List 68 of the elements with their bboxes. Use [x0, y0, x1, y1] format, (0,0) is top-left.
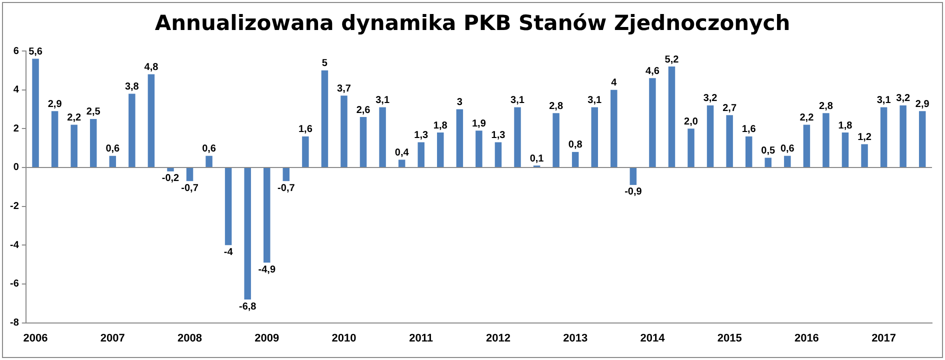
data-label: 3,1: [510, 95, 525, 106]
data-label: 0,8: [568, 140, 583, 151]
data-label: 3,1: [876, 95, 892, 106]
x-tick-label: 2014: [640, 332, 666, 344]
data-label: 1,2: [858, 132, 872, 143]
x-tick-label: 2017: [872, 332, 896, 344]
data-label: 0,6: [106, 144, 120, 155]
data-label: -4: [224, 246, 234, 258]
data-label: 5,2: [664, 54, 680, 66]
x-tick-label: 2012: [486, 332, 510, 344]
data-label: 2,2: [800, 112, 814, 124]
data-label: -0,9: [624, 186, 642, 198]
y-tick-label: 4: [13, 84, 20, 96]
x-tick-label: 2008: [178, 332, 202, 344]
x-tick-label: 2015: [717, 332, 742, 344]
data-label: 5,6: [28, 46, 43, 58]
data-label: 2,5: [86, 106, 101, 118]
data-label: 3: [456, 96, 463, 108]
y-tick-label: -8: [10, 318, 20, 329]
data-label: 2,8: [819, 100, 834, 112]
data-label: 0,5: [761, 146, 776, 157]
data-label: 2,9: [915, 98, 930, 110]
x-tick-label: 2006: [23, 332, 48, 344]
data-label: 3,1: [588, 95, 602, 106]
data-label: -6,8: [238, 301, 257, 312]
data-label: 2,6: [356, 104, 371, 116]
data-label: 0,1: [530, 153, 544, 164]
data-label: -0,2: [162, 173, 180, 184]
data-label: 1,8: [433, 120, 448, 132]
x-tick-label: 2010: [332, 332, 356, 344]
data-label: -4,9: [258, 264, 276, 276]
x-tick-label: 2011: [409, 332, 434, 344]
y-tick-label: -4: [10, 240, 20, 251]
data-label: 4: [611, 78, 618, 89]
data-label: 0,4: [394, 147, 410, 158]
data-label: 3,8: [124, 81, 140, 92]
data-label: 4,6: [646, 66, 660, 77]
data-label: 0,6: [780, 144, 795, 155]
data-label: 2,9: [48, 98, 62, 110]
data-label: 1,3: [414, 130, 428, 141]
x-tick-label: 2007: [100, 332, 125, 344]
data-label: -0,7: [181, 182, 199, 194]
data-label: 1,6: [742, 124, 756, 136]
data-label: 1,9: [472, 118, 486, 130]
data-label: 3,2: [703, 93, 718, 104]
y-tick-label: 2: [13, 123, 20, 134]
data-label: 2,0: [684, 116, 698, 128]
data-label: 1,6: [298, 124, 313, 136]
data-label: 3,1: [376, 95, 390, 106]
data-label: 2,2: [67, 112, 82, 124]
x-tick-label: 2009: [254, 332, 280, 344]
x-tick-label: 2013: [563, 332, 588, 344]
data-label: 2,7: [722, 102, 737, 114]
data-label: 5: [322, 58, 328, 70]
data-label: 1,8: [838, 120, 853, 132]
data-label: 3,7: [337, 83, 352, 94]
data-label: 2,8: [549, 100, 564, 112]
data-label: 3,2: [896, 93, 910, 104]
data-label: 1,3: [491, 130, 506, 141]
data-label: 0,6: [202, 144, 216, 155]
data-label: -0,7: [278, 182, 296, 194]
chart-title: Annualizowana dynamika PKB Stanów Zjednoczonych: [154, 11, 792, 35]
y-tick-label: 6: [13, 46, 20, 57]
y-tick-label: -2: [10, 201, 20, 212]
y-tick-label: 0: [13, 162, 20, 174]
y-tick-label: -6: [10, 278, 20, 290]
x-tick-label: 2016: [794, 332, 819, 344]
data-label: 4,8: [144, 62, 159, 74]
